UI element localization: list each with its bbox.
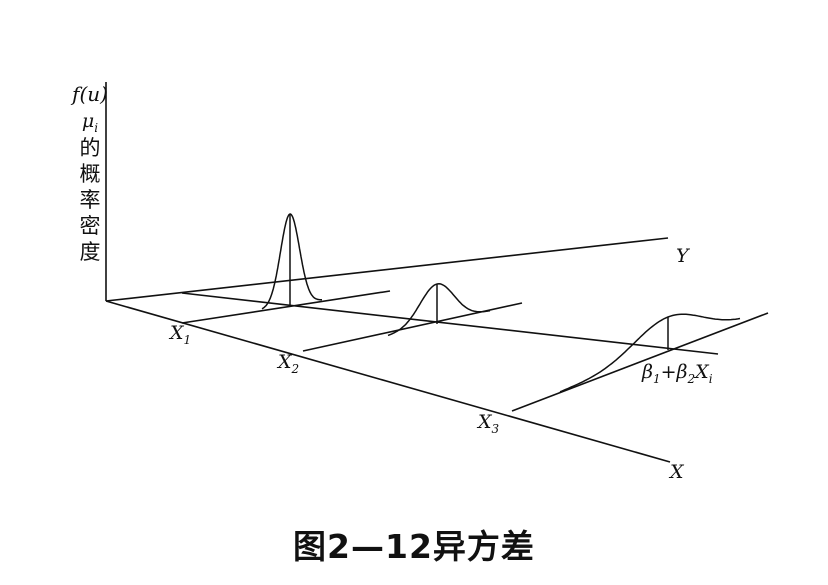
title-char: 的 (79, 135, 101, 160)
point-label-x2: X2 (276, 351, 299, 376)
vertical-axis-title: f(u) μi 的 概 率 密 度 (70, 82, 110, 265)
density-curve-3 (559, 313, 741, 393)
y-axis-label: Y (676, 245, 691, 267)
figure-caption: 图2—12异方差 (293, 527, 535, 566)
title-char: 密 (79, 213, 101, 238)
point-label-x3: X3 (476, 411, 500, 436)
x-axis (105, 300, 671, 463)
function-label: f(u) (72, 82, 108, 106)
density-curve-2 (387, 283, 491, 337)
density-curve-1 (261, 213, 322, 310)
point-label-x1: X1 (168, 322, 191, 347)
cross-line-x1 (181, 290, 391, 324)
title-char: 率 (79, 187, 101, 212)
density-curves (261, 213, 741, 393)
x-axis-label: X (668, 461, 685, 483)
regression-line (181, 292, 719, 355)
regression-label: β1+β2Xi (641, 361, 713, 386)
variable-label: μi (81, 110, 99, 135)
cross-line-x3 (511, 312, 769, 412)
y-axis (105, 237, 669, 302)
title-char: 概 (79, 161, 101, 186)
title-char: 度 (79, 239, 101, 264)
